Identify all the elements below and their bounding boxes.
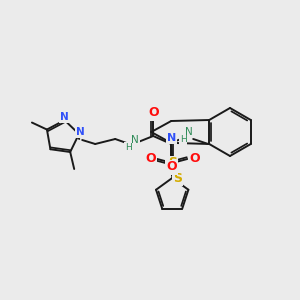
Text: N: N	[167, 133, 176, 143]
Text: O: O	[189, 152, 200, 164]
Text: S: S	[168, 157, 177, 169]
Text: N: N	[131, 135, 139, 145]
Text: N: N	[60, 112, 69, 122]
Text: H: H	[125, 142, 132, 152]
Text: H: H	[180, 136, 187, 145]
Text: N: N	[76, 127, 84, 137]
Text: N: N	[185, 127, 193, 137]
Text: O: O	[148, 106, 158, 119]
Text: O: O	[145, 152, 155, 164]
Text: O: O	[166, 160, 176, 173]
Text: S: S	[173, 172, 182, 184]
